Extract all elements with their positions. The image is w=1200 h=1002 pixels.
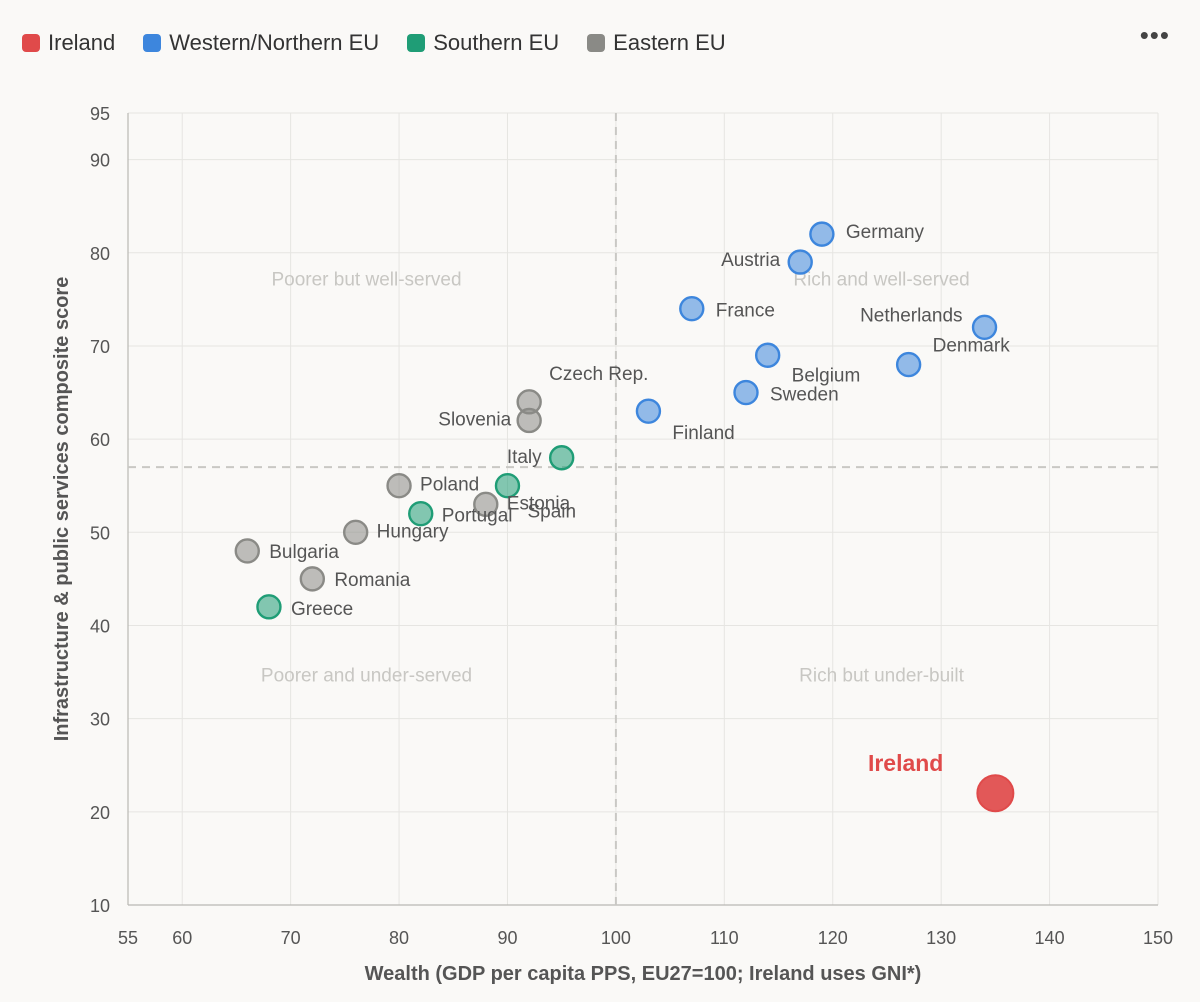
y-tick-label: 60 xyxy=(90,430,110,450)
point-poland[interactable] xyxy=(386,473,412,499)
legend-swatch xyxy=(22,34,40,52)
point-label-netherlands: Netherlands xyxy=(860,305,962,326)
point-bulgaria[interactable] xyxy=(234,538,260,564)
point-label-spain: Spain xyxy=(527,502,576,523)
y-tick-label: 40 xyxy=(90,616,110,636)
point-slovenia[interactable] xyxy=(516,407,542,434)
x-tick-label: 120 xyxy=(818,928,848,948)
point-label-portugal: Portugal xyxy=(442,506,513,527)
point-france[interactable] xyxy=(679,295,705,322)
point-label-czech-rep: Czech Rep. xyxy=(549,364,648,385)
legend-item-eastern-eu[interactable]: Eastern EU xyxy=(587,30,726,56)
point-label-ireland: Ireland xyxy=(868,750,943,776)
point-label-france: France xyxy=(716,301,775,322)
legend-swatch xyxy=(143,34,162,52)
point-label-belgium: Belgium xyxy=(792,365,861,386)
y-tick-label: 80 xyxy=(90,244,110,264)
x-tick-label: 130 xyxy=(926,928,956,948)
y-tick-label: 10 xyxy=(90,896,110,916)
point-label-germany: Germany xyxy=(846,222,925,243)
x-tick-label: 70 xyxy=(281,928,301,948)
x-tick-label: 150 xyxy=(1143,928,1173,948)
point-austria[interactable] xyxy=(787,249,813,275)
point-label-italy: Italy xyxy=(507,447,542,468)
legend-swatch xyxy=(407,34,426,52)
x-axis-title: Wealth (GDP per capita PPS, EU27=100; Ir… xyxy=(365,963,922,985)
x-tick-label: 110 xyxy=(710,928,739,948)
point-greece[interactable] xyxy=(256,594,282,620)
point-label-denmark: Denmark xyxy=(933,336,1011,357)
y-tick-label: 70 xyxy=(90,337,110,357)
point-label-romania: Romania xyxy=(334,570,410,591)
more-options-icon[interactable]: ••• xyxy=(1139,20,1170,50)
legend-item-ireland[interactable]: Ireland xyxy=(22,30,115,56)
point-hungary[interactable] xyxy=(342,519,369,545)
point-label-finland: Finland xyxy=(672,423,734,444)
point-label-austria: Austria xyxy=(721,250,781,271)
y-tick-label: 50 xyxy=(90,523,110,543)
legend-label: Ireland xyxy=(48,30,116,55)
point-finland[interactable] xyxy=(635,398,662,424)
point-label-estonia: Estonia xyxy=(507,493,571,514)
x-tick-label: 100 xyxy=(601,928,631,948)
y-tick-label: 95 xyxy=(90,104,110,124)
point-label-greece: Greece xyxy=(291,599,353,620)
point-romania[interactable] xyxy=(299,566,326,592)
x-tick-label: 60 xyxy=(172,928,192,948)
point-denmark[interactable] xyxy=(895,351,922,378)
quadrant-label: Poorer but well-served xyxy=(271,269,461,290)
point-belgium[interactable] xyxy=(754,342,781,368)
point-label-slovenia: Slovenia xyxy=(438,409,511,430)
legend: Ireland Western/Northern EU Southern EU Eas… xyxy=(22,28,726,58)
legend-swatch xyxy=(587,34,606,52)
legend-item-western-northern-eu[interactable]: Western/Northern EU xyxy=(143,30,379,56)
point-ireland[interactable] xyxy=(976,774,1015,813)
quadrant-label: Rich and well-served xyxy=(793,269,969,290)
point-label-bulgaria: Bulgaria xyxy=(269,542,339,563)
x-tick-label: 55 xyxy=(118,928,138,948)
quadrant-label: Rich but under-built xyxy=(799,665,964,686)
point-label-sweden: Sweden xyxy=(770,385,839,406)
legend-item-southern-eu[interactable]: Southern EU xyxy=(407,30,559,56)
point-label-poland: Poland xyxy=(420,475,479,496)
y-tick-label: 90 xyxy=(90,151,110,171)
y-tick-label: 20 xyxy=(90,803,110,823)
quadrant-label: Poorer and under-served xyxy=(261,665,472,686)
point-italy[interactable] xyxy=(548,445,575,471)
legend-label: Eastern EU xyxy=(613,30,726,55)
point-sweden[interactable] xyxy=(733,379,759,406)
y-axis-title: Infrastructure & public services composi… xyxy=(51,277,73,742)
y-tick-label: 30 xyxy=(90,710,110,730)
point-portugal[interactable] xyxy=(408,500,434,527)
x-tick-label: 90 xyxy=(497,928,517,948)
point-netherlands[interactable] xyxy=(971,314,998,341)
point-germany[interactable] xyxy=(809,221,835,247)
x-tick-label: 80 xyxy=(389,928,409,948)
legend-label: Southern EU xyxy=(433,30,560,55)
point-estonia[interactable] xyxy=(473,491,499,518)
x-tick-label: 140 xyxy=(1035,928,1065,948)
point-label-hungary: Hungary xyxy=(377,521,449,542)
legend-label: Western/Northern EU xyxy=(169,30,380,55)
point-spain[interactable] xyxy=(494,473,521,499)
